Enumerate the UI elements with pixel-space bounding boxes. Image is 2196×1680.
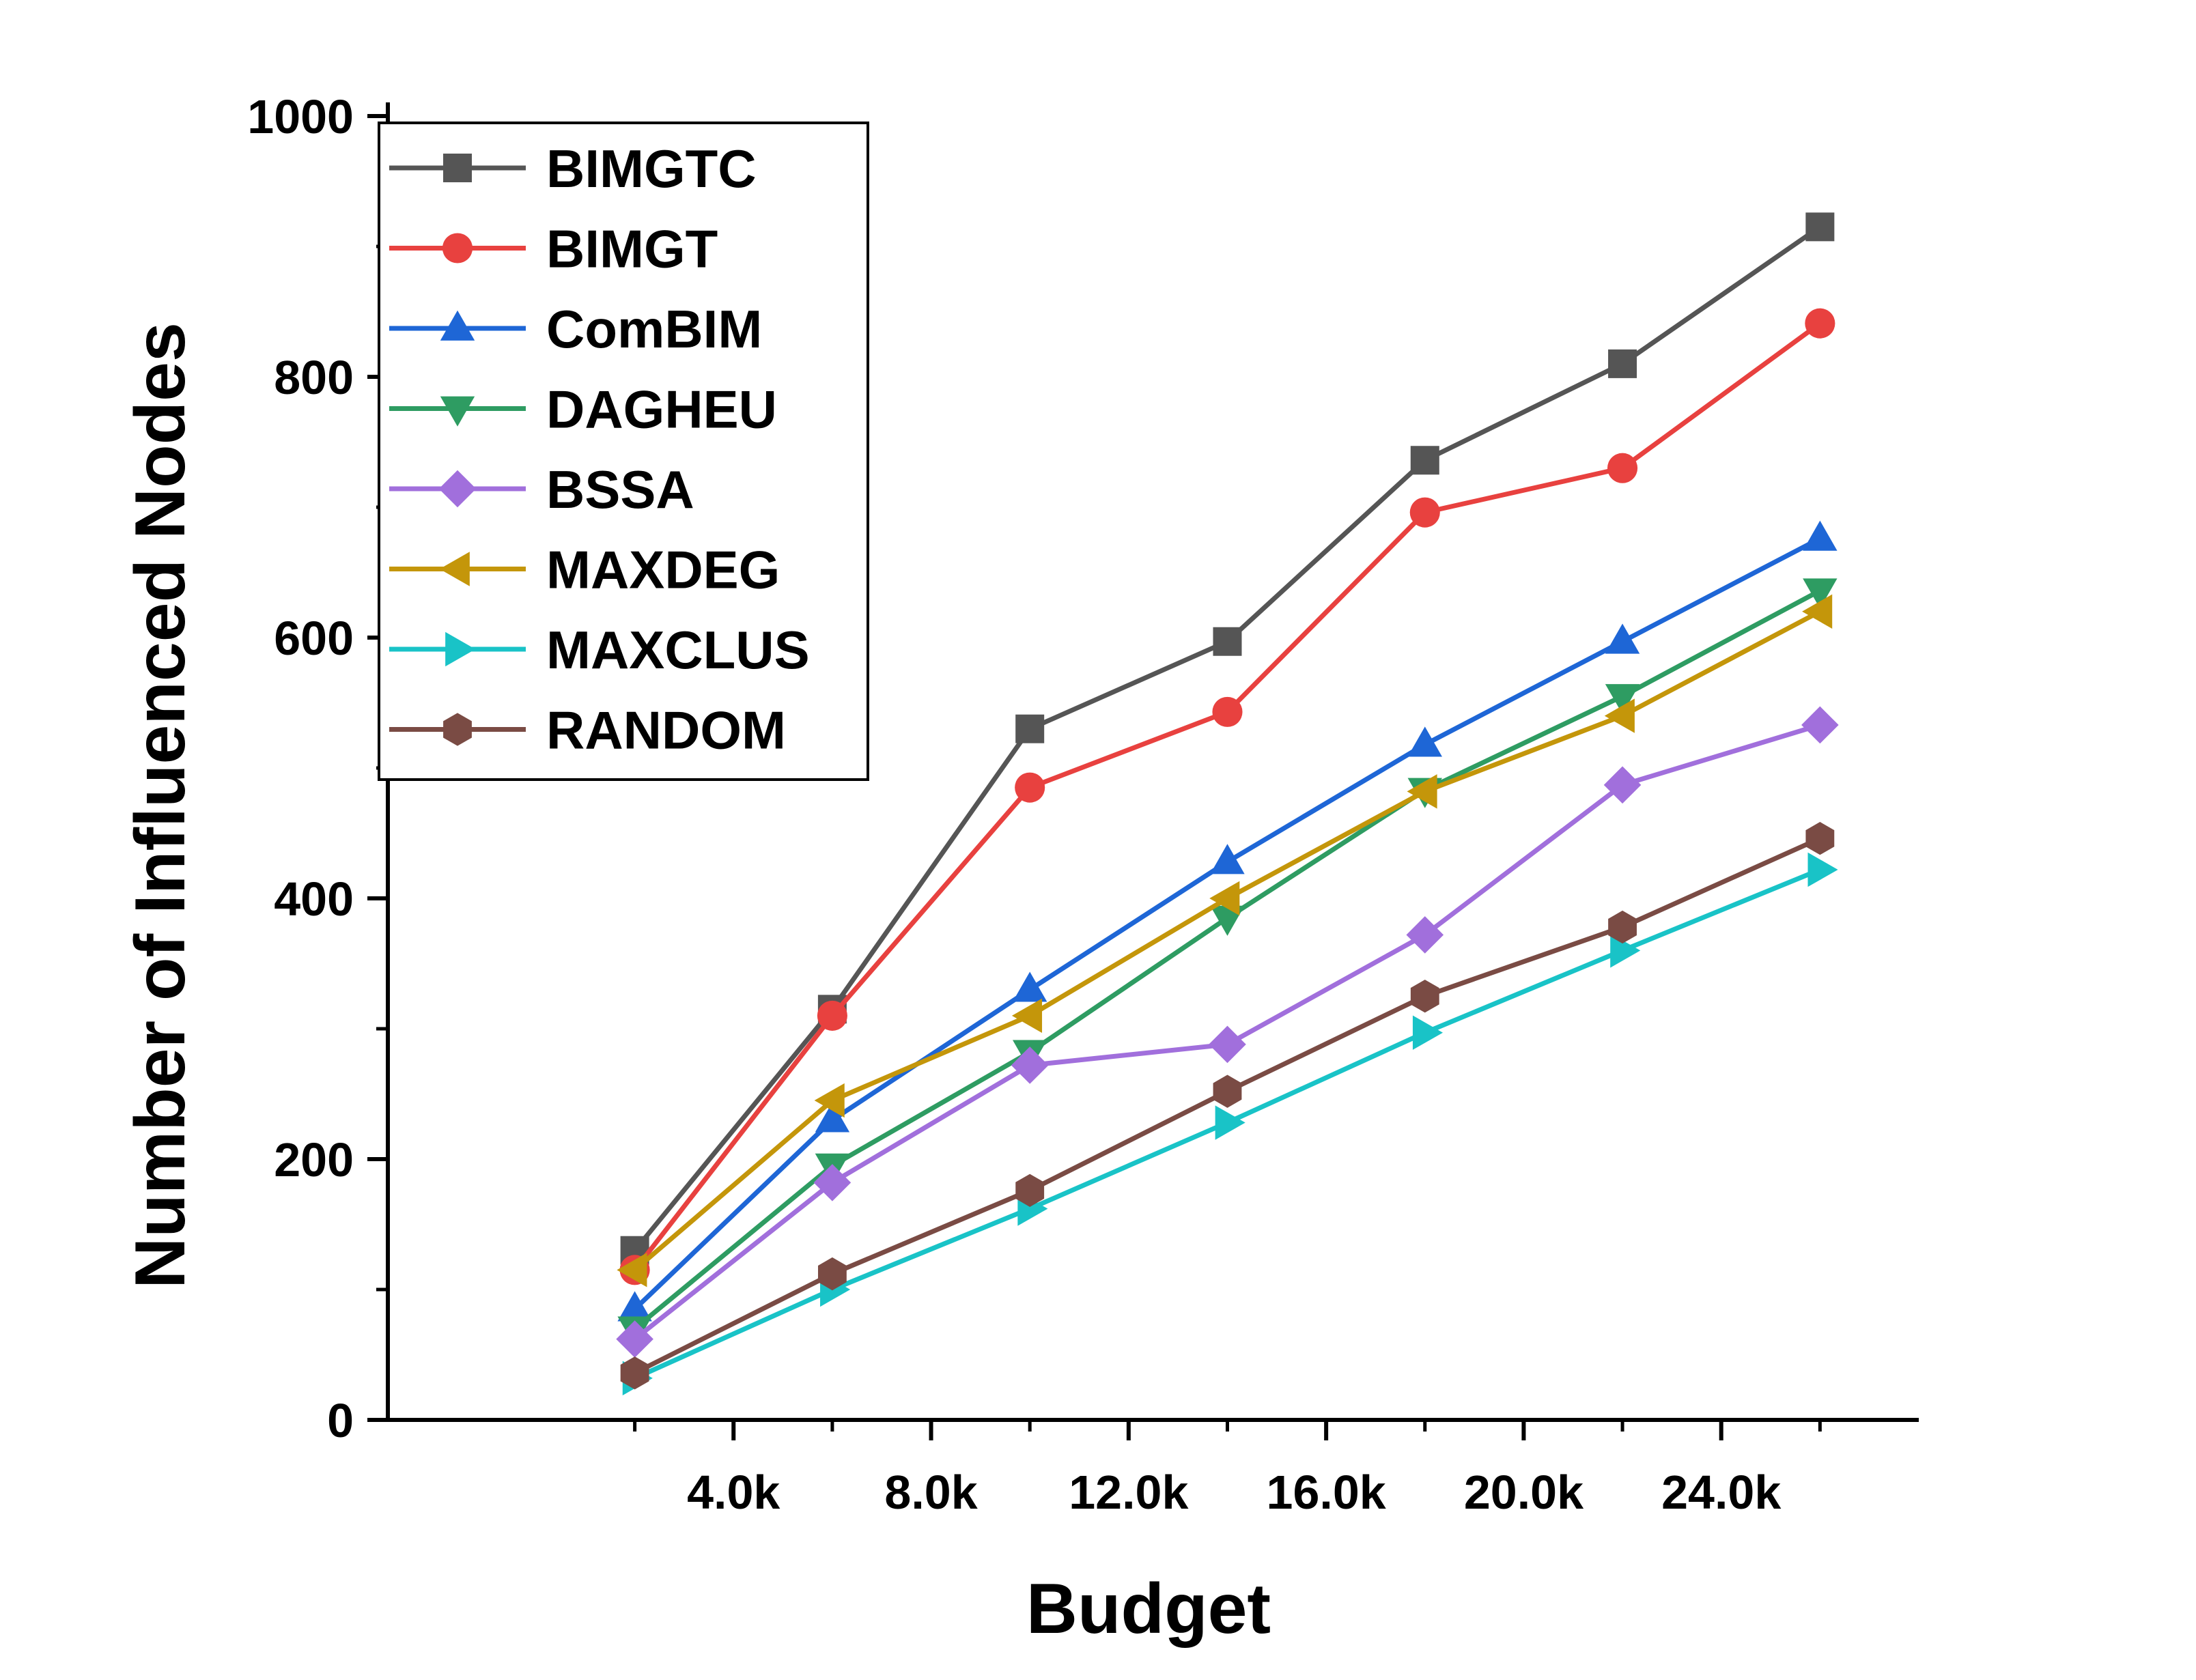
data-point [1605, 684, 1640, 715]
x-axis-title: Budget [1026, 1569, 1271, 1649]
data-point [1608, 910, 1637, 944]
data-point [1011, 1047, 1049, 1084]
data-point [1015, 772, 1045, 803]
legend-item: MAXCLUS [389, 620, 810, 680]
legend-marker [440, 396, 475, 427]
data-point [1801, 706, 1839, 744]
y-tick-label: 400 [274, 872, 354, 926]
data-point [1015, 1173, 1045, 1207]
data-point [1209, 881, 1240, 916]
legend-label: BSSA [546, 459, 694, 519]
x-tick-label: 4.0k [687, 1466, 780, 1519]
series-layer [616, 212, 1839, 1396]
legend-item: BIMGTC [389, 139, 757, 199]
data-point [1407, 774, 1437, 809]
data-point [1215, 1105, 1245, 1140]
data-point [1210, 844, 1245, 874]
y-tick-label: 1000 [247, 90, 354, 143]
data-point [1805, 821, 1835, 855]
legend-item: DAGHEU [389, 380, 777, 440]
legend-item: BSSA [389, 459, 694, 519]
data-point [813, 1164, 851, 1201]
legend-item: MAXDEG [389, 540, 780, 600]
data-point [1610, 933, 1641, 968]
x-tick-label: 12.0k [1069, 1466, 1188, 1519]
series-random [620, 821, 1835, 1390]
data-point [1213, 627, 1242, 656]
data-point [1607, 453, 1638, 483]
data-point [1406, 916, 1444, 954]
legend-marker [442, 233, 473, 264]
data-point [1805, 308, 1835, 339]
legend-box [378, 122, 869, 781]
data-point [815, 1102, 850, 1133]
y-tick-label: 600 [274, 612, 354, 665]
x-tick-label: 8.0k [884, 1466, 977, 1519]
legend-label: BIMGT [546, 219, 718, 279]
x-tick-label: 16.0k [1267, 1466, 1386, 1519]
legend-marker [443, 713, 472, 746]
data-point [817, 1257, 847, 1291]
legend-label: RANDOM [546, 700, 786, 760]
y-tick-label: 800 [274, 351, 354, 404]
data-point [620, 1356, 649, 1390]
legend-marker [438, 470, 477, 508]
series-bssa [616, 706, 1839, 1358]
data-point [1011, 998, 1043, 1034]
data-point [617, 1253, 647, 1287]
data-point [616, 1320, 653, 1358]
x-tick-label: 24.0k [1661, 1466, 1781, 1519]
legend-label: BIMGTC [546, 139, 757, 199]
legend-marker [439, 552, 470, 586]
data-point [817, 1000, 847, 1031]
y-tick-label: 0 [327, 1394, 354, 1447]
data-point [814, 1083, 845, 1118]
data-point [1212, 696, 1243, 727]
data-point [1805, 212, 1835, 242]
y-tick-label: 200 [274, 1133, 354, 1186]
x-tick-label: 20.0k [1464, 1466, 1583, 1519]
data-point [1209, 1025, 1246, 1064]
legend-item: RANDOM [389, 700, 786, 760]
legend-marker [443, 154, 472, 182]
data-point [1807, 852, 1838, 887]
legend-item: ComBIM [389, 299, 762, 359]
series-bimgt [619, 308, 1835, 1285]
legend-label: DAGHEU [546, 380, 777, 440]
data-point [1213, 1074, 1242, 1108]
data-point [1410, 980, 1439, 1013]
series-combim [617, 520, 1838, 1322]
legend-marker [445, 631, 476, 667]
legend-item: BIMGT [389, 219, 718, 279]
data-point [1407, 726, 1442, 757]
data-point [1604, 698, 1635, 733]
y-axis-title: Number of Influenced Nodes [121, 322, 200, 1289]
legend-marker [440, 310, 475, 341]
data-point [1802, 594, 1833, 629]
data-point [1015, 714, 1045, 743]
data-point [1409, 497, 1440, 528]
data-point [617, 1291, 652, 1322]
data-point [1608, 349, 1637, 378]
series-maxdeg [617, 594, 1833, 1287]
data-point [1012, 971, 1047, 1002]
data-point [1412, 1015, 1444, 1050]
legend: BIMGTC BIMGT ComBIM DAGHEU BSSA MAXDEG MAXCLUS… [378, 122, 869, 781]
data-point [1803, 578, 1838, 609]
axes: 4.0k 8.0k 12.0k 16.0k 20.0k 24.0k 0 200 400 600 80… [247, 90, 1919, 1519]
data-point [1410, 446, 1439, 475]
data-point [1605, 623, 1640, 654]
legend-label: ComBIM [546, 299, 762, 359]
data-point [1603, 766, 1642, 804]
legend-label: MAXDEG [546, 540, 780, 600]
legend-label: MAXCLUS [546, 620, 810, 680]
data-point [1803, 520, 1838, 551]
